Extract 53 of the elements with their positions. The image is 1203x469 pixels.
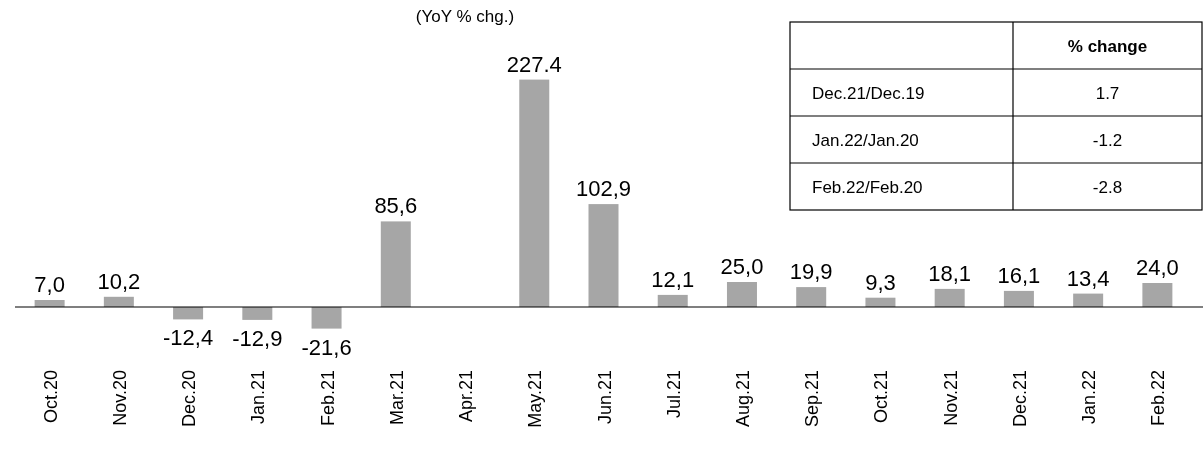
bar: [1073, 293, 1104, 307]
x-tick-label: Jan.22: [1079, 370, 1100, 425]
bar: [380, 221, 411, 307]
bar: [934, 288, 965, 307]
bar: [657, 294, 688, 307]
x-tick-label: Mar.21: [386, 370, 407, 426]
bar: [519, 79, 550, 307]
data-label: 18,1: [928, 260, 972, 286]
bar: [242, 307, 273, 320]
data-label: 13,4: [1066, 265, 1110, 291]
x-tick-label: Oct.20: [40, 370, 61, 424]
bar: [588, 204, 619, 307]
bar: [1003, 290, 1034, 307]
x-tick-label: Nov.21: [940, 370, 961, 426]
data-label: 102,9: [575, 176, 632, 202]
x-tick-label: Sep.21: [802, 370, 823, 428]
data-label: 227.4: [506, 51, 562, 77]
annotation: -1.2: [1092, 130, 1123, 150]
data-label: -21,6: [301, 334, 352, 360]
data-label: 9,3: [865, 269, 896, 295]
annotation: Dec.21/Dec.19: [812, 83, 925, 103]
x-tick-label: Nov.20: [109, 370, 130, 426]
data-label: 7,0: [34, 272, 65, 297]
data-label: 16,1: [997, 262, 1041, 288]
data-label: 12,1: [651, 266, 695, 292]
x-tick-label: Dec.21: [1009, 370, 1030, 428]
bar: [311, 307, 342, 329]
annotation: Jan.22/Jan.20: [812, 130, 919, 150]
bar: [1142, 283, 1173, 307]
annotation: Feb.22/Feb.20: [812, 177, 923, 197]
data-label: 19,9: [789, 259, 833, 285]
bar: [726, 282, 757, 307]
data-label: 10,2: [97, 268, 141, 294]
annotation: 1.7: [1095, 83, 1120, 103]
data-label: 24,0: [1135, 255, 1179, 280]
data-label: 85,6: [374, 193, 418, 219]
data-label: -12,4: [163, 325, 214, 351]
x-tick-label: Jul.21: [663, 370, 684, 419]
annotation: -2.8: [1092, 177, 1123, 197]
x-tick-label: Jan.21: [248, 370, 269, 425]
chart-title: (YoY % chg.): [415, 7, 515, 26]
x-tick-label: Jun.21: [594, 370, 615, 425]
x-tick-label: Dec.20: [179, 370, 200, 428]
text: % change: [1067, 36, 1148, 56]
x-tick-label: Oct.21: [871, 370, 892, 424]
data-label: 25,0: [720, 254, 764, 279]
bar: [796, 287, 827, 307]
x-tick-label: Apr.21: [456, 370, 477, 423]
x-tick-label: Aug.21: [732, 370, 753, 428]
x-tick-label: Feb.21: [317, 370, 338, 427]
data-label: -12,9: [232, 325, 283, 351]
x-tick-label: May.21: [525, 370, 546, 428]
x-tick-label: Feb.22: [1148, 370, 1169, 427]
